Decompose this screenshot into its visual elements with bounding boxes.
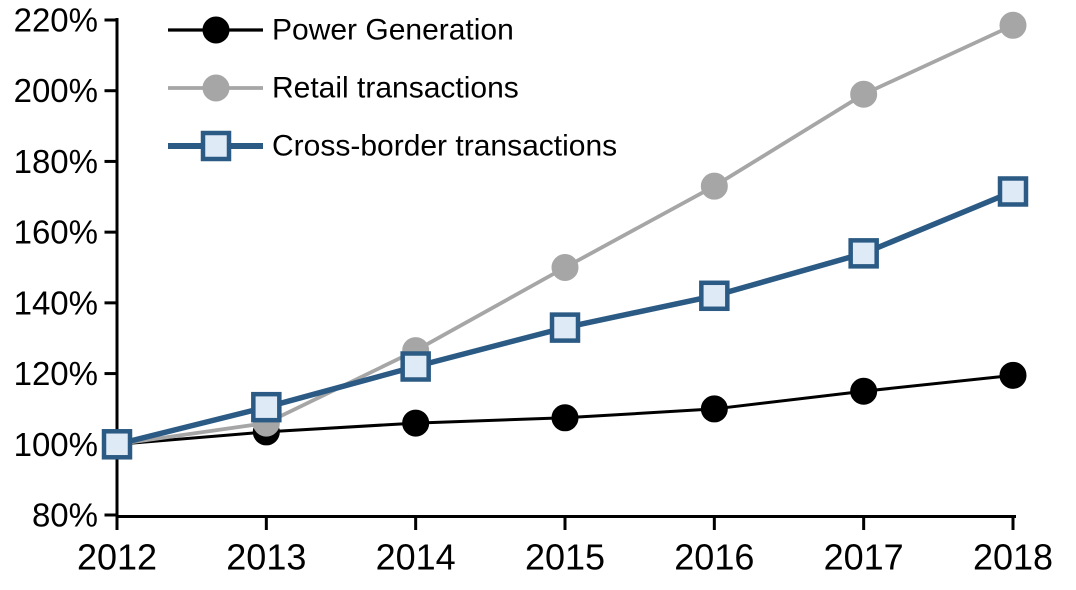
y-tick-label: 220% [14, 2, 98, 39]
data-point-cross-border-transactions-2017 [848, 238, 879, 269]
y-tick-label: 180% [14, 143, 98, 180]
legend-marker-retail-transactions [202, 74, 230, 102]
x-tick-label: 2017 [824, 537, 904, 578]
y-tick-label: 120% [14, 355, 98, 392]
x-tick-label: 2015 [525, 537, 605, 578]
data-point-retail-transactions-2018 [999, 11, 1027, 39]
y-tick-label: 160% [14, 214, 98, 251]
y-tick-label: 140% [14, 284, 98, 321]
data-point-cross-border-transactions-2018 [997, 176, 1029, 207]
legend-marker-power-generation [202, 16, 230, 44]
data-point-power-generation-2016 [700, 395, 728, 423]
legend-marker-cross-border-transactions [200, 130, 232, 162]
y-tick-label: 80% [32, 497, 98, 534]
data-point-power-generation-2017 [850, 377, 878, 405]
x-tick-label: 2014 [376, 537, 456, 578]
x-tick-label: 2013 [226, 537, 306, 578]
x-tick-label: 2018 [973, 537, 1053, 578]
y-tick-label: 200% [14, 72, 98, 109]
data-point-power-generation-2014 [402, 409, 430, 437]
data-point-cross-border-transactions-2014 [400, 351, 431, 382]
data-point-cross-border-transactions-2015 [549, 312, 581, 343]
data-point-retail-transactions-2017 [850, 80, 878, 108]
data-point-cross-border-transactions-2016 [699, 280, 730, 312]
x-tick-label: 2016 [674, 537, 754, 578]
data-point-power-generation-2018 [999, 361, 1027, 389]
legend-label-cross-border-transactions: Cross-border transactions [272, 130, 617, 163]
data-point-cross-border-transactions-2013 [251, 391, 282, 423]
data-point-retail-transactions-2016 [700, 172, 728, 200]
legend-label-retail-transactions: Retail transactions [272, 72, 519, 105]
x-tick-label: 2012 [77, 537, 157, 578]
data-point-retail-transactions-2015 [551, 254, 579, 281]
y-tick-label: 100% [14, 426, 98, 463]
data-point-power-generation-2015 [551, 404, 579, 432]
legend-label-power-generation: Power Generation [272, 14, 514, 47]
data-point-cross-border-transactions-2012 [101, 429, 133, 460]
